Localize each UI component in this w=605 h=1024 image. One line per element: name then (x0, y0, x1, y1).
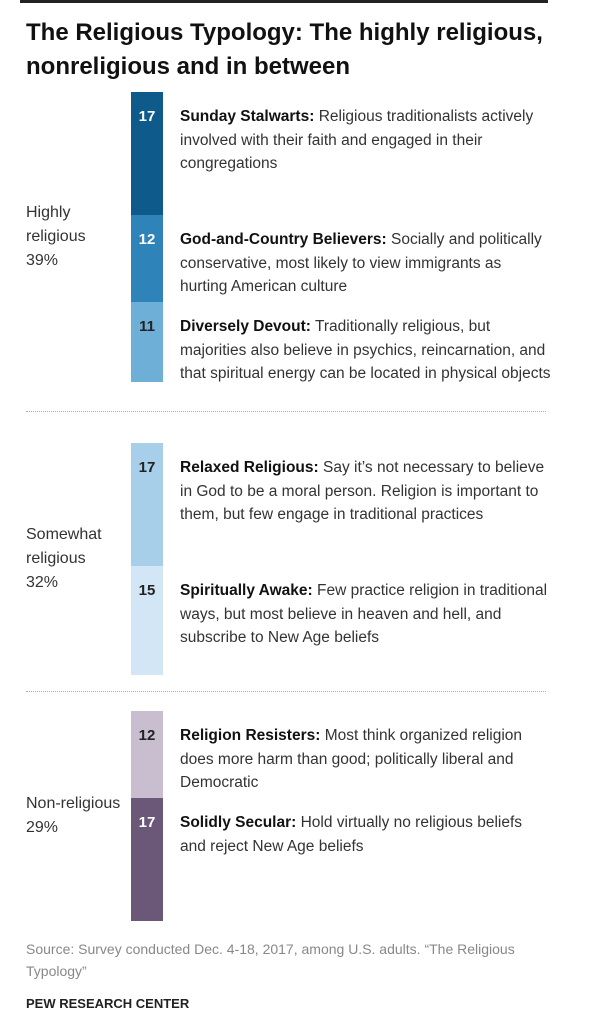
segment-text: Diversely Devout: Traditionally religiou… (180, 315, 552, 386)
group-name: Non-religious (26, 795, 121, 813)
top-rule (20, 0, 548, 3)
segment-name: Sunday Stalwarts: (180, 108, 315, 125)
credit: PEW RESEARCH CENTER (26, 996, 190, 1011)
segment-text: God-and-Country Believers: Socially and … (180, 228, 552, 299)
segment-name: Relaxed Religious: (180, 459, 319, 476)
segment-text: Spiritually Awake: Few practice religion… (180, 579, 552, 650)
group-divider (26, 410, 546, 412)
segment-value: 17 (138, 814, 156, 831)
segment-value: 17 (138, 108, 156, 125)
bar-segment (131, 566, 163, 675)
bar-segment (131, 798, 163, 922)
group-label: Non-religious 29% (26, 792, 121, 840)
group-divider (26, 691, 546, 692)
segment-description: Religious traditionalists actively invol… (180, 108, 534, 172)
group-label: Highly religious 39% (26, 201, 121, 273)
segment-name: Spiritually Awake: (180, 582, 313, 600)
segment-value: 12 (138, 727, 156, 744)
segment-description: Hold virtually no religious beliefs and … (180, 814, 523, 855)
chart-title: The Religious Typology: The highly relig… (26, 19, 543, 80)
group-name: Highly religious (26, 204, 86, 245)
bar-segment (131, 711, 163, 798)
group-share: 29% (26, 819, 59, 837)
segment-text: Solidly Secular: Hold virtually no relig… (180, 811, 552, 858)
segment-name: Religion Resisters: (180, 727, 321, 744)
group-name: Somewhat religious (26, 526, 102, 567)
segment-value: 17 (138, 459, 156, 476)
segment-name: Solidly Secular: (180, 814, 297, 831)
bar-segment (131, 443, 163, 567)
segment-value: 12 (138, 231, 156, 249)
bar-segment (131, 215, 163, 303)
source-note: Source: Survey conducted Dec. 4-18, 2017… (26, 941, 515, 979)
group-label: Somewhat religious 32% (26, 523, 121, 595)
segment-value: 15 (138, 582, 156, 600)
segment-description: Traditionally religious, but majorities … (180, 318, 551, 383)
bar-segment (131, 302, 163, 382)
group-share: 39% (26, 252, 59, 269)
bar-segment (131, 92, 163, 216)
segment-name: God-and-Country Believers: (180, 231, 387, 249)
segment-text: Sunday Stalwarts: Religious traditionali… (180, 105, 552, 176)
segment-text: Relaxed Religious: Say it’s not necessar… (180, 456, 552, 527)
segment-description: Most think organized religion does more … (180, 727, 523, 791)
segment-description: Say it’s not necessary to believe in God… (180, 459, 545, 523)
segment-text: Religion Resisters: Most think organized… (180, 724, 552, 795)
segment-description: Socially and politically conservative, m… (180, 231, 542, 296)
group-share: 32% (26, 574, 59, 591)
segment-description: Few practice religion in traditional way… (180, 582, 548, 647)
segment-value: 11 (139, 318, 155, 336)
segment-name: Diversely Devout: (180, 318, 311, 336)
